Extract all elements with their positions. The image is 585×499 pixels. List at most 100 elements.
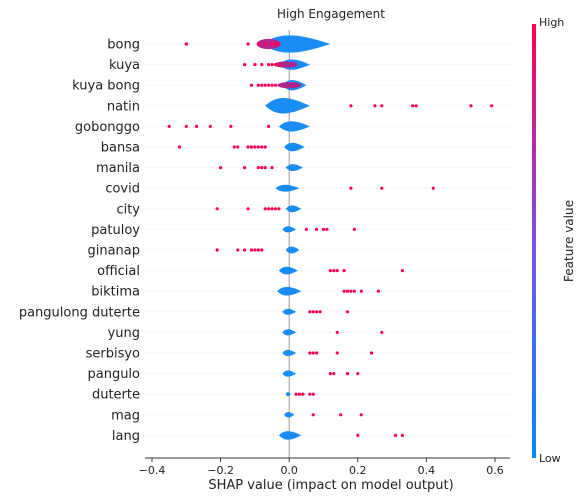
x-tick-label: 0.6 — [486, 464, 504, 477]
shap-point — [411, 104, 415, 108]
feature-label: official — [97, 264, 140, 279]
violin-biktima — [277, 286, 302, 296]
shap-point — [315, 351, 319, 355]
shap-point — [260, 83, 264, 87]
shap-point — [359, 413, 363, 417]
x-tick-label: 0.4 — [418, 464, 436, 477]
shap-point — [256, 42, 260, 46]
violin-serbisyo — [282, 349, 297, 357]
violin-pangulo — [282, 370, 297, 377]
shap-point — [311, 310, 315, 314]
shap-point — [380, 330, 384, 334]
feature-label: duterte — [92, 388, 140, 403]
shap-point — [349, 186, 353, 190]
feature-label: covid — [105, 182, 140, 197]
violin-bong — [261, 35, 331, 53]
feature-label: natin — [107, 99, 140, 114]
shap-point — [184, 124, 188, 128]
shap-point — [325, 227, 329, 231]
x-tick-label: 0.2 — [349, 464, 367, 477]
shap-point — [260, 63, 264, 67]
shap-point — [352, 227, 356, 231]
shap-point — [277, 207, 281, 211]
violin-gobonggo — [278, 121, 310, 132]
shap-point — [229, 124, 233, 128]
violin-covid — [275, 184, 300, 192]
shap-point — [243, 248, 247, 252]
row-gridlines — [145, 43, 510, 436]
shap-point — [332, 269, 336, 273]
shap-point — [335, 351, 339, 355]
shap-point — [308, 392, 312, 396]
shap-point — [345, 289, 350, 293]
shap-point — [249, 248, 254, 252]
shap-point — [380, 186, 384, 190]
shap-point — [270, 83, 274, 87]
x-axis-label: SHAP value (impact on model output) — [208, 478, 453, 493]
shap-point — [294, 392, 298, 396]
shap-point — [263, 166, 267, 170]
shap-point — [267, 63, 271, 67]
shap-point — [352, 289, 356, 293]
feature-label: mag — [111, 408, 140, 423]
shap-point — [332, 372, 336, 376]
shap-point — [380, 104, 384, 108]
shap-point — [260, 166, 264, 170]
shap-point — [215, 207, 219, 211]
shap-point — [369, 351, 374, 355]
shap-point — [308, 310, 312, 314]
shap-point — [311, 392, 315, 396]
shap-point — [236, 248, 240, 252]
shap-point — [359, 289, 363, 293]
feature-label: kuya bong — [72, 79, 140, 94]
shap-point — [263, 207, 267, 211]
shap-point — [194, 124, 199, 128]
shap-point — [356, 372, 360, 376]
chart-title: High Engagement — [277, 7, 385, 21]
shap-point — [177, 145, 182, 149]
feature-label: patuloy — [91, 223, 140, 238]
shap-point — [215, 248, 219, 252]
shap-point — [301, 392, 305, 396]
violin-yung — [282, 329, 297, 336]
shap-point — [263, 42, 267, 46]
shap-point — [342, 269, 346, 273]
shap-point — [335, 330, 339, 334]
shap-point — [256, 83, 260, 87]
violin-bansa — [284, 142, 305, 152]
violin-pangulong-duterte — [282, 308, 297, 315]
shap-point — [270, 207, 274, 211]
shap-point — [249, 145, 254, 149]
shap-point — [304, 227, 308, 231]
shap-point — [321, 227, 326, 231]
shap-point — [297, 392, 302, 396]
feature-label: pangulo — [87, 367, 140, 382]
shap-point — [263, 83, 267, 87]
shap-point — [277, 42, 281, 46]
violin-ginanap — [285, 246, 300, 254]
colorbar-low-label: Low — [539, 452, 561, 465]
shap-point — [315, 227, 319, 231]
shap-point — [232, 145, 236, 149]
violin-high-value-tail — [273, 61, 298, 68]
shap-point — [318, 310, 322, 314]
violin-high-value-tail — [256, 38, 281, 50]
violin-lang — [278, 431, 302, 440]
violin-patuloy — [282, 226, 297, 233]
shap-point — [246, 207, 250, 211]
shap-point — [414, 104, 418, 108]
violin-high-value-tail — [277, 82, 302, 89]
shap-point — [253, 145, 257, 149]
shap-point — [246, 145, 250, 149]
shap-point — [256, 248, 260, 252]
shap-point — [328, 269, 332, 273]
violin-natin — [265, 98, 310, 114]
feature-label: gobonggo — [75, 120, 140, 135]
shap-point — [339, 413, 343, 417]
shap-point — [243, 63, 247, 67]
shap-point — [373, 104, 377, 108]
shap-point — [335, 269, 339, 273]
shap-point — [260, 145, 264, 149]
x-tick-label: −0.2 — [207, 464, 234, 477]
